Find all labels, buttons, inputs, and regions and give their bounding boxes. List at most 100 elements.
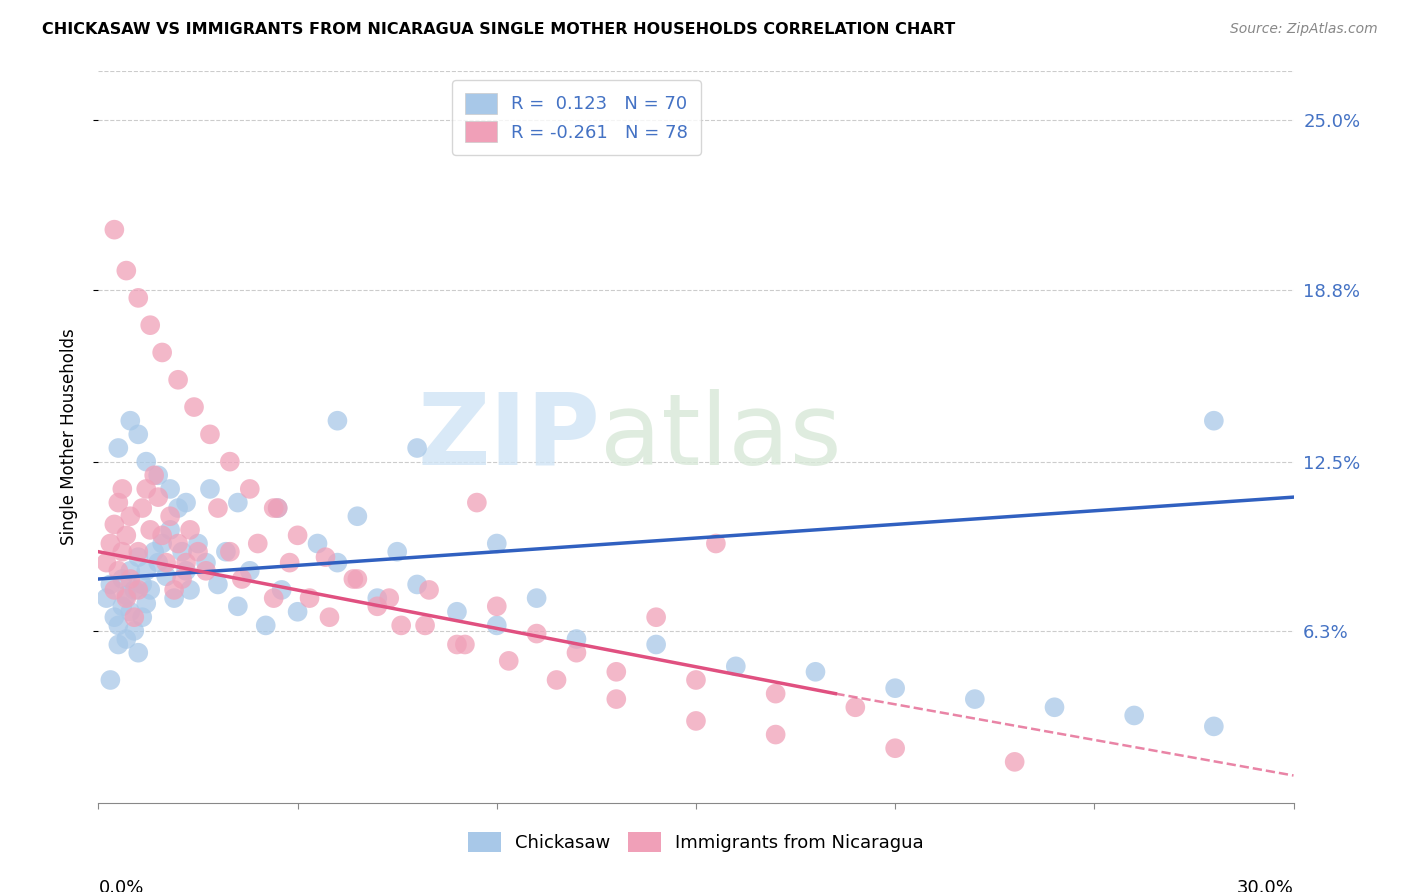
- Point: [963, 692, 986, 706]
- Point: [131, 501, 153, 516]
- Point: [127, 545, 149, 559]
- Point: [498, 654, 520, 668]
- Point: [148, 468, 170, 483]
- Point: [804, 665, 827, 679]
- Y-axis label: Single Mother Households: Single Mother Households: [59, 329, 77, 545]
- Point: [148, 490, 170, 504]
- Point: [207, 577, 229, 591]
- Point: [159, 523, 181, 537]
- Point: [115, 591, 138, 606]
- Point: [120, 572, 142, 586]
- Point: [127, 646, 149, 660]
- Point: [884, 681, 907, 695]
- Point: [198, 482, 221, 496]
- Point: [115, 528, 138, 542]
- Point: [685, 714, 707, 728]
- Point: [389, 618, 412, 632]
- Point: [226, 495, 249, 509]
- Point: [115, 588, 138, 602]
- Point: [159, 509, 181, 524]
- Point: [115, 263, 138, 277]
- Point: [107, 618, 129, 632]
- Point: [231, 572, 253, 586]
- Point: [159, 482, 181, 496]
- Text: atlas: atlas: [600, 389, 842, 485]
- Point: [107, 495, 129, 509]
- Point: [131, 610, 153, 624]
- Point: [135, 597, 157, 611]
- Point: [454, 638, 477, 652]
- Point: [278, 556, 301, 570]
- Point: [267, 501, 290, 516]
- Point: [246, 536, 269, 550]
- Point: [127, 427, 149, 442]
- Point: [1043, 700, 1066, 714]
- Point: [307, 536, 329, 550]
- Point: [287, 528, 309, 542]
- Point: [685, 673, 707, 687]
- Point: [148, 556, 170, 570]
- Point: [127, 550, 149, 565]
- Point: [605, 692, 627, 706]
- Point: [124, 610, 146, 624]
- Point: [150, 536, 173, 550]
- Point: [565, 646, 588, 660]
- Point: [645, 638, 668, 652]
- Point: [187, 545, 209, 559]
- Point: [315, 550, 337, 565]
- Point: [135, 455, 157, 469]
- Point: [139, 523, 162, 537]
- Point: [378, 591, 401, 606]
- Point: [263, 591, 285, 606]
- Point: [172, 572, 194, 586]
- Point: [111, 572, 134, 586]
- Point: [198, 427, 221, 442]
- Point: [565, 632, 588, 646]
- Point: [96, 591, 118, 606]
- Point: [103, 610, 125, 624]
- Point: [107, 441, 129, 455]
- Point: [100, 577, 122, 591]
- Point: [326, 556, 349, 570]
- Point: [765, 687, 787, 701]
- Point: [150, 528, 173, 542]
- Point: [172, 545, 194, 559]
- Point: [215, 545, 238, 559]
- Point: [103, 517, 125, 532]
- Point: [174, 495, 197, 509]
- Point: [139, 318, 162, 333]
- Point: [267, 501, 290, 516]
- Point: [115, 632, 138, 646]
- Point: [318, 610, 340, 624]
- Point: [174, 556, 197, 570]
- Point: [120, 414, 142, 428]
- Point: [167, 373, 190, 387]
- Point: [346, 572, 368, 586]
- Point: [103, 582, 125, 597]
- Point: [605, 665, 627, 679]
- Point: [150, 345, 173, 359]
- Point: [179, 523, 201, 537]
- Point: [413, 618, 436, 632]
- Text: Source: ZipAtlas.com: Source: ZipAtlas.com: [1230, 22, 1378, 37]
- Point: [346, 509, 368, 524]
- Point: [183, 400, 205, 414]
- Point: [195, 564, 218, 578]
- Point: [219, 545, 242, 559]
- Point: [298, 591, 321, 606]
- Point: [103, 222, 125, 236]
- Point: [135, 482, 157, 496]
- Point: [704, 536, 727, 550]
- Point: [485, 536, 508, 550]
- Point: [139, 582, 162, 597]
- Point: [326, 414, 349, 428]
- Point: [111, 482, 134, 496]
- Point: [111, 545, 134, 559]
- Point: [406, 441, 429, 455]
- Point: [526, 591, 548, 606]
- Point: [143, 468, 166, 483]
- Point: [418, 582, 440, 597]
- Point: [446, 605, 468, 619]
- Point: [270, 582, 292, 597]
- Point: [366, 591, 388, 606]
